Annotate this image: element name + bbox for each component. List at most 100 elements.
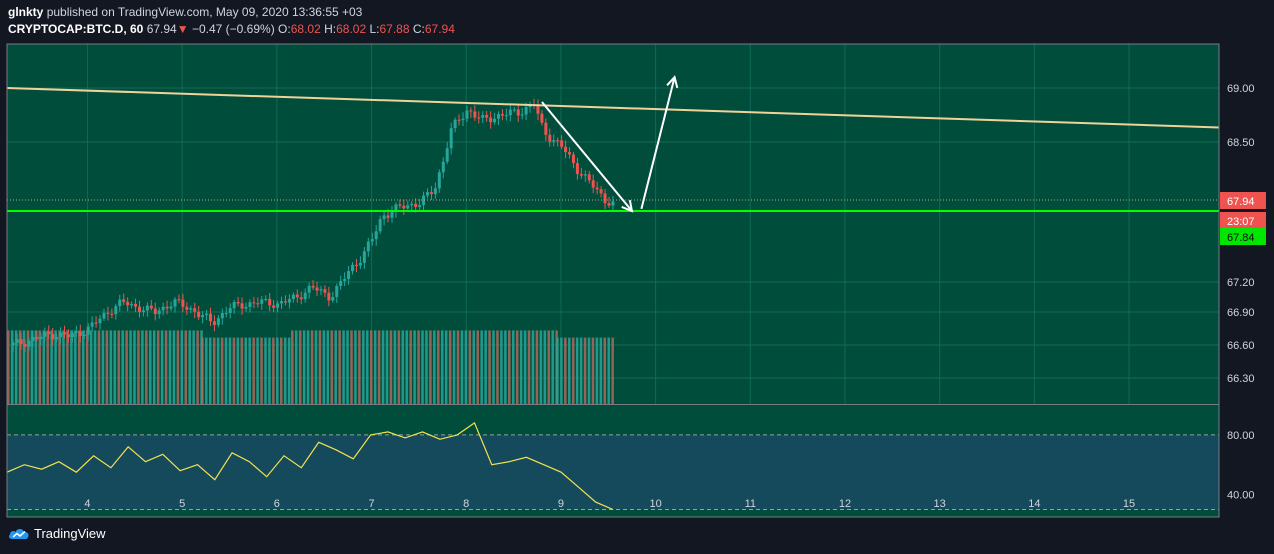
volume-bar-127 <box>504 330 507 404</box>
candle-67 <box>276 303 280 308</box>
volume-bar-11 <box>50 330 53 404</box>
volume-bar-9 <box>42 330 46 404</box>
rsi-tick-0: 80.00 <box>1227 430 1255 442</box>
candle-148 <box>595 187 599 190</box>
volume-bar-26 <box>109 330 113 404</box>
volume-bar-58 <box>232 337 236 404</box>
volume-bar-82 <box>326 330 330 404</box>
volume-bar-21 <box>89 330 93 404</box>
candle-21 <box>94 322 98 324</box>
volume-bar-141 <box>556 337 559 404</box>
volume-bar-145 <box>571 337 575 404</box>
arrow-shaft-0 <box>541 101 633 212</box>
candle-36 <box>153 308 157 315</box>
volume-bar-148 <box>583 337 587 404</box>
volume-bar-37 <box>152 330 156 404</box>
candle-147 <box>591 180 595 188</box>
candle-94 <box>382 215 386 220</box>
volume-bar-55 <box>220 337 224 404</box>
time-axis[interactable]: 4 5 6 7 8 9 10 11 12 13 14 15 <box>84 498 1135 510</box>
candle-141 <box>568 152 572 155</box>
candle-84 <box>343 278 347 282</box>
volume-bar-66 <box>264 337 267 404</box>
volume-bar-64 <box>256 337 259 404</box>
volume-bar-13 <box>58 330 61 404</box>
volume-bar-95 <box>377 330 381 404</box>
arrow-shaft-1 <box>640 76 676 210</box>
volume-bar-43 <box>176 330 180 404</box>
price-tick-0: 69.00 <box>1227 83 1255 95</box>
author-name[interactable]: glnkty <box>8 5 44 19</box>
volume-bar-24 <box>101 330 105 404</box>
candle-93 <box>378 219 382 232</box>
candle-6 <box>35 337 39 340</box>
candles <box>11 98 615 353</box>
volume-bar-4 <box>22 330 26 404</box>
candle-78 <box>319 289 323 291</box>
volume-bar-5 <box>26 330 30 404</box>
rsi-grid <box>7 434 1219 511</box>
volume-bar-108 <box>429 330 432 404</box>
resistance-trendline[interactable] <box>6 87 1220 129</box>
candle-100 <box>406 205 410 209</box>
volume-bar-92 <box>366 330 369 404</box>
candle-50 <box>209 313 212 322</box>
candle-53 <box>220 313 224 319</box>
volume-bar-23 <box>97 330 101 404</box>
close-value: 67.94 <box>424 22 455 36</box>
volume-bar-70 <box>280 337 283 404</box>
open-label: O: <box>278 22 291 36</box>
volume-bar-134 <box>531 330 535 404</box>
candle-151 <box>607 203 611 206</box>
candle-12 <box>59 332 63 338</box>
volume-bar-0 <box>7 330 10 404</box>
candle-101 <box>410 203 414 206</box>
candle-131 <box>528 104 532 108</box>
volume-bar-65 <box>260 337 263 404</box>
time-tick-11: 11 <box>745 498 756 510</box>
candle-23 <box>102 312 106 319</box>
candle-103 <box>418 205 422 208</box>
volume-bar-41 <box>168 330 172 404</box>
candle-33 <box>141 310 145 313</box>
candle-76 <box>311 285 315 288</box>
volume-bar-77 <box>306 330 310 404</box>
volume-bar-97 <box>385 330 389 404</box>
time-tick-9: 9 <box>558 498 564 510</box>
volume-bar-50 <box>201 337 204 404</box>
symbol-name[interactable]: CRYPTOCAP:BTC.D, 60 <box>8 22 144 36</box>
candle-20 <box>90 322 94 327</box>
candle-2 <box>19 339 23 345</box>
candle-4 <box>27 340 31 347</box>
rsi-axis: 80.00 40.00 <box>1227 430 1255 502</box>
candle-16 <box>74 331 78 333</box>
candle-52 <box>216 318 220 325</box>
candle-17 <box>78 331 82 336</box>
volume-bar-28 <box>117 330 120 404</box>
candle-71 <box>291 294 295 300</box>
candle-10 <box>51 333 55 340</box>
volume-bar-128 <box>508 330 511 404</box>
candle-63 <box>260 299 264 304</box>
price-change: −0.47 (−0.69%) <box>191 22 275 36</box>
candle-13 <box>63 332 67 335</box>
volume-bar-104 <box>413 330 416 404</box>
candle-68 <box>280 301 284 304</box>
drawn-arrows[interactable] <box>541 75 679 213</box>
candle-14 <box>66 334 70 338</box>
volume-bar-87 <box>346 330 349 404</box>
candle-130 <box>524 107 528 115</box>
volume-bar-136 <box>539 330 543 404</box>
arrow-head-0 <box>621 200 634 213</box>
volume-bar-47 <box>192 330 195 404</box>
volume-bar-114 <box>452 330 456 404</box>
candle-133 <box>536 105 540 114</box>
tradingview-brand[interactable]: TradingView <box>8 526 106 541</box>
volume-bar-109 <box>433 330 436 404</box>
volume-bar-106 <box>421 330 424 404</box>
volume-bar-120 <box>476 330 479 404</box>
volume-bar-84 <box>334 330 337 404</box>
candle-31 <box>134 303 138 307</box>
candle-124 <box>500 114 504 116</box>
